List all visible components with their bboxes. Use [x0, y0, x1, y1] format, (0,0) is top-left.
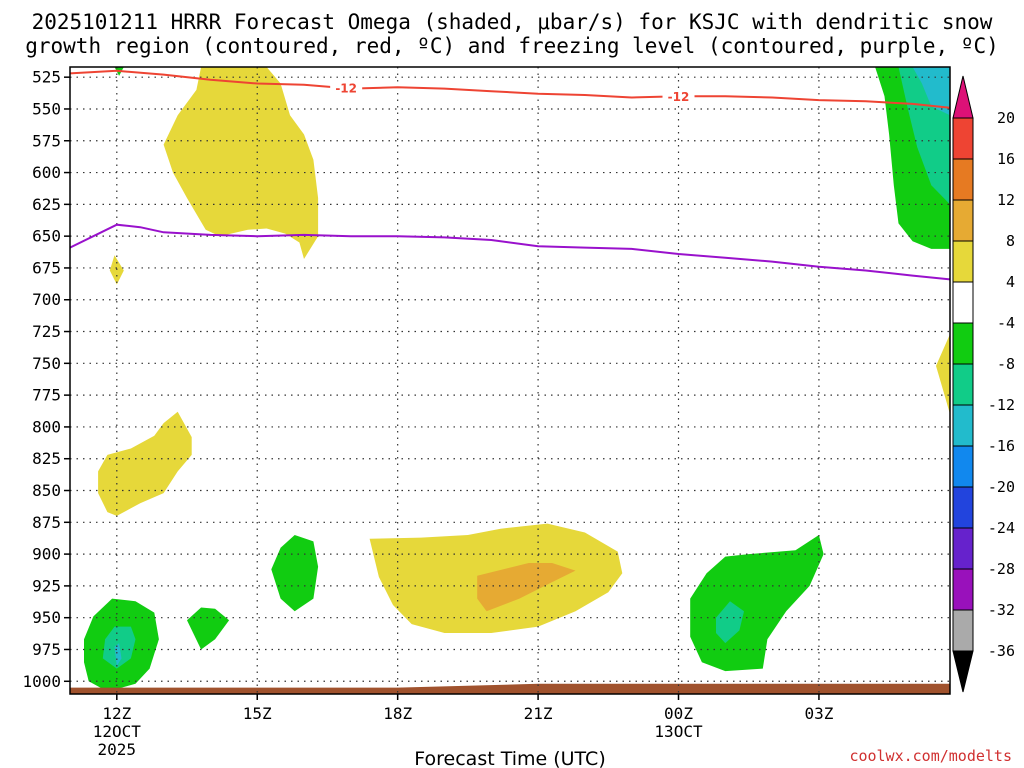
omega-region-2 [98, 411, 192, 516]
dgz-label-bg-0 [330, 81, 363, 96]
omega-region-11 [114, 643, 122, 666]
y-tick-label-975: 975 [32, 640, 61, 659]
omega-region-12 [690, 535, 824, 672]
ground-layer [70, 683, 950, 694]
colorbar-label-6: -8 [997, 355, 1015, 373]
colorbar-bin-8 [952, 445, 974, 488]
dgz-label-bg-1 [662, 89, 695, 104]
omega-region-13 [716, 601, 744, 644]
plot-frame [69, 66, 951, 695]
y-tick-label-950: 950 [32, 608, 61, 627]
colorbar-label-11: -28 [988, 560, 1015, 578]
y-tick-label-750: 750 [32, 354, 61, 373]
y-tick-label-675: 675 [32, 258, 61, 277]
y-tick-label-575: 575 [32, 131, 61, 150]
omega-region-7 [271, 535, 319, 612]
x-tick-label-0: 12Z [102, 704, 131, 723]
colorbar-top-arrow [952, 75, 974, 119]
y-tick-label-600: 600 [32, 163, 61, 182]
x-tick-label-2: 18Z [383, 704, 412, 723]
y-tick-label-800: 800 [32, 417, 61, 436]
y-tick-label-525: 525 [32, 68, 61, 87]
y-tick-label-875: 875 [32, 513, 61, 532]
y-tick-label-900: 900 [32, 545, 61, 564]
colorbar-label-1: 16 [997, 150, 1015, 168]
colorbar-legend: 20 16 12 8 4 -4 -8 -12 -16 -20 -24 -28 -32 -36 [952, 75, 1015, 693]
x-tick-label-4: 00Z [664, 704, 693, 723]
x-axis-label: Forecast Time (UTC) [414, 748, 605, 768]
colorbar-label-10: -24 [988, 519, 1015, 537]
chart-title-line-2: growth region (contoured, red, ºC) and f… [25, 34, 999, 58]
colorbar-bin-2 [952, 199, 974, 242]
colorbar-bin-11 [952, 568, 974, 611]
y-tick-label-775: 775 [32, 386, 61, 405]
colorbar-label-5: -4 [997, 314, 1015, 332]
colorbar-label-4: 4 [1006, 273, 1015, 291]
colorbar-bin-9 [952, 486, 974, 529]
y-tick-label-725: 725 [32, 322, 61, 341]
omega-region-0 [163, 67, 319, 259]
y-tick-label-650: 650 [32, 227, 61, 246]
colorbar-label-2: 12 [997, 191, 1015, 209]
y-axis-ticks: 525 550 575 600 625 650 675 700 725 750 775 800 825 8… [22, 68, 70, 691]
x-tick-date-4: 13OCT [654, 722, 703, 741]
colorbar-bin-5 [952, 322, 974, 365]
colorbar-bin-12 [952, 609, 974, 652]
contour-lines: -12 -12 [70, 69, 950, 281]
ground-surface [70, 683, 950, 694]
colorbar-bin-10 [952, 527, 974, 570]
x-tick-date-0: 12OCT [93, 722, 142, 741]
freezing-level-line [70, 223, 950, 281]
omega-region-16 [912, 67, 950, 116]
y-tick-label-925: 925 [32, 576, 61, 595]
omega-region-8 [187, 607, 230, 650]
x-tick-year-0: 2025 [98, 740, 137, 759]
y-tick-label-1000: 1000 [22, 672, 61, 691]
colorbar-bin-6 [952, 363, 974, 406]
y-tick-label-700: 700 [32, 290, 61, 309]
colorbar-label-9: -20 [988, 478, 1015, 496]
colorbar-bottom-arrow [952, 650, 974, 693]
x-tick-label-3: 21Z [524, 704, 553, 723]
y-tick-label-550: 550 [32, 99, 61, 118]
omega-region-4 [477, 563, 576, 612]
chart-title-line-1: 2025101211 HRRR Forecast Omega (shaded, … [32, 10, 993, 34]
y-tick-label-625: 625 [32, 195, 61, 214]
colorbar-bin-7 [952, 404, 974, 447]
dgz-contour-line [70, 69, 950, 109]
plot-grid [70, 67, 950, 694]
colorbar-label-13: -36 [988, 642, 1015, 660]
colorbar-label-12: -32 [988, 601, 1015, 619]
dgz-contour-label-0: -12 [335, 82, 357, 96]
colorbar-label-0: 20 [997, 109, 1015, 127]
colorbar-bin-0 [952, 117, 974, 160]
x-tick-label-1: 15Z [243, 704, 272, 723]
colorbar-bin-1 [952, 158, 974, 201]
colorbar-bin-3 [952, 240, 974, 283]
y-tick-label-850: 850 [32, 481, 61, 500]
colorbar-label-8: -16 [988, 437, 1015, 455]
omega-region-5 [936, 334, 950, 415]
colorbar-bin-4 [952, 281, 974, 324]
credit-link[interactable]: coolwx.com/modelts [849, 747, 1012, 765]
omega-shaded-regions [84, 67, 950, 692]
y-tick-label-825: 825 [32, 449, 61, 468]
colorbar-label-7: -12 [988, 396, 1015, 414]
x-tick-label-5: 03Z [804, 704, 833, 723]
dgz-contour-label-1: -12 [668, 90, 690, 104]
colorbar-label-3: 8 [1006, 232, 1015, 250]
